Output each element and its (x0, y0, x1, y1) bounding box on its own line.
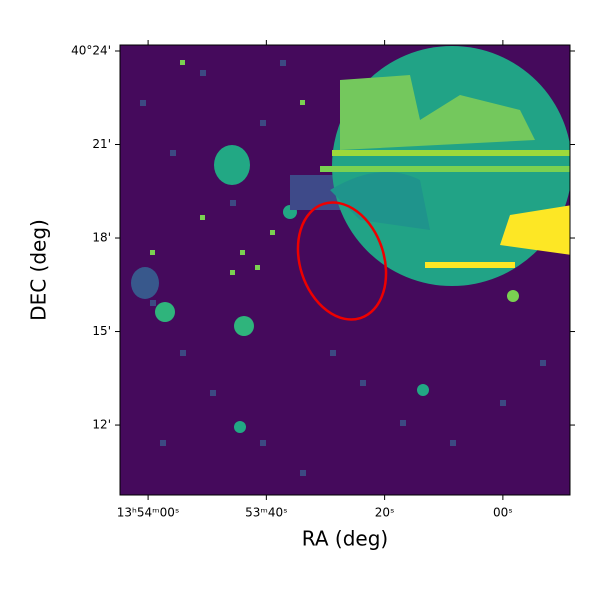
x-tick-label: 13ʰ54ᵐ00ˢ (117, 506, 180, 520)
x-tick-label: 53ᵐ40ˢ (245, 506, 288, 520)
y-tick-label: 18' (92, 231, 111, 245)
y-tick-label: 21' (92, 137, 111, 151)
sky-image (120, 45, 570, 495)
region-ellipse (296, 201, 388, 321)
frame (119, 44, 571, 496)
x-axis-label: RA (deg) (302, 527, 388, 551)
y-tick-label: 15' (92, 324, 111, 338)
y-tick-label: 40°24' (71, 43, 111, 57)
region (296, 201, 388, 321)
x-tick-label: 00ˢ (493, 506, 513, 520)
y-tick-label: 12' (92, 418, 111, 432)
x-tick-label: 20ˢ (375, 506, 395, 520)
y-axis-label: DEC (deg) (27, 219, 51, 321)
